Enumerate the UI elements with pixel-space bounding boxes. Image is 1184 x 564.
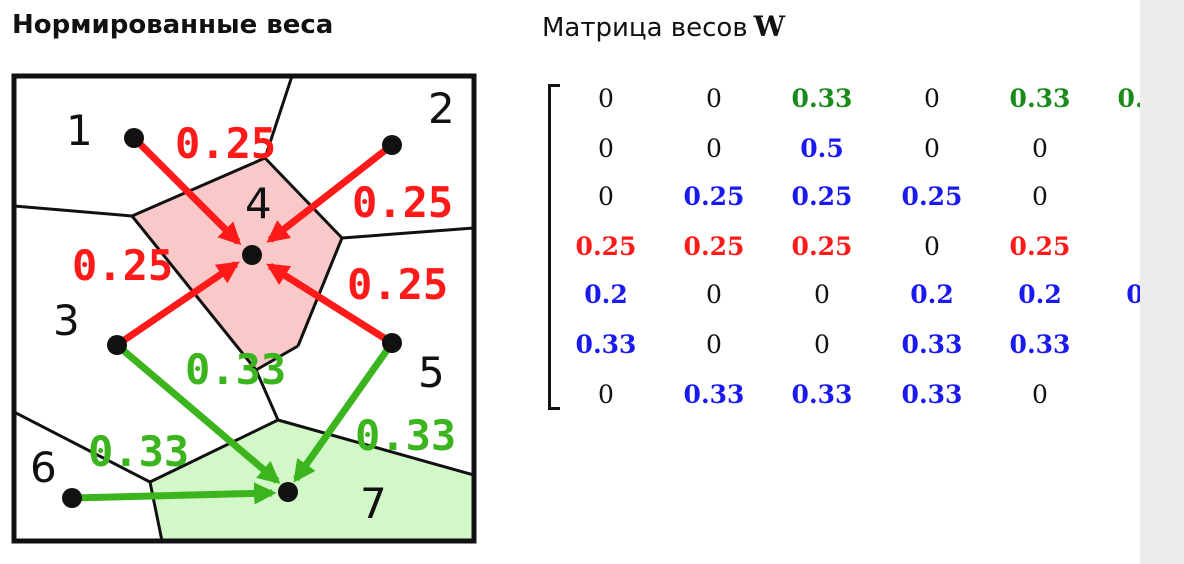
node-4-label: 4 [245,179,272,228]
weight-label-3-4: 0.25 [72,241,173,290]
matrix-cell-r3-c2: 0.25 [683,182,745,211]
matrix-cell-r2-c1: 0 [598,134,614,163]
arrow-3-to-4 [115,261,240,348]
panel-title-weight-matrix: Матрица весов W [542,10,785,43]
matrix-cell-r3-c1: 0 [598,182,614,211]
weight-label-6-7: 0.33 [88,427,189,476]
matrix-cell-r1-c3: 0.33 [791,84,853,113]
arrow-6-to-7 [71,482,277,505]
arrow-1-to-4 [131,135,242,246]
matrix-cell-r5-c4: 0.2 [910,280,954,309]
matrix-cell-r6-c1: 0.33 [575,330,637,359]
matrix-cell-r7-c2: 0.33 [683,380,745,409]
matrix-cell-r3-c5: 0 [1032,182,1048,211]
weight-matrix-title-text: Матрица весов [542,13,748,43]
weight-matrix: 0 0 0.33 0 0.33 0.33 0 0 0.5 0 0 0 0.25 0.25 0.25 0 0.25… [540,74,1140,424]
arrow-2-to-4 [266,142,395,243]
graph-nodes [62,128,402,508]
matrix-cell-r5-c2: 0 [706,280,722,309]
matrix-cell-r2-c4: 0 [924,134,940,163]
matrix-cell-r1-c2: 0 [706,84,722,113]
arrow-3-to-7 [114,342,281,484]
matrix-cell-r1-c1: 0 [598,84,614,113]
matrix-cell-r2-c5: 0 [1032,134,1048,163]
matrix-cell-r3-c4: 0.25 [901,182,963,211]
node-2-label: 2 [428,84,455,133]
weight-label-3-7: 0.33 [185,345,286,394]
node-3-dot [107,335,127,355]
node-4-dot [242,245,262,265]
matrix-cell-r4-c1: 0.25 [575,232,637,261]
node-5-dot [382,333,402,353]
matrix-cell-r4-c5: 0.25 [1009,232,1071,261]
matrix-cell-r2-c2: 0 [706,134,722,163]
matrix-cell-r6-c2: 0 [706,330,722,359]
node-6-dot [62,488,82,508]
matrix-cell-r6-c4: 0.33 [901,330,963,359]
weight-label-5-4: 0.25 [347,260,448,309]
edge-weight-labels: 0.25 0.25 0.25 0.25 0.33 0.33 0.33 [72,119,456,476]
node-5-label: 5 [418,348,445,397]
matrix-cell-r5-c1: 0.2 [584,280,628,309]
matrix-cell-r7-c3: 0.33 [791,380,853,409]
matrix-cell-r5-c5: 0.2 [1018,280,1062,309]
matrix-cell-r4-c2: 0.25 [683,232,745,261]
matrix-cell-r4-c4: 0 [924,232,940,261]
matrix-symbol-w: W [753,10,786,43]
matrix-cell-r7-c1: 0 [598,380,614,409]
matrix-cell-r5-c6: 0.2 [1126,280,1140,309]
node-1-dot [124,128,144,148]
panel-title-normalized-weights: Нормированные веса [12,10,334,40]
arrow-5-to-7 [293,340,395,483]
matrix-cell-r4-c3: 0.25 [791,232,853,261]
node-6-label: 6 [30,443,57,492]
matrix-left-bracket [548,84,560,410]
matrix-cell-r1-c5: 0.33 [1009,84,1071,113]
weight-label-2-4: 0.25 [352,178,453,227]
node-labels: 1 2 3 4 5 6 7 [30,84,455,528]
matrix-cell-r1-c4: 0 [924,84,940,113]
matrix-cell-r5-c3: 0 [814,280,830,309]
matrix-cell-r6-c5: 0.33 [1009,330,1071,359]
matrix-cell-r2-c3: 0.5 [800,134,844,163]
weight-label-1-4: 0.25 [175,119,276,168]
matrix-cell-r1-c6: 0.33 [1117,84,1140,113]
scrollbar-track[interactable] [1140,0,1184,564]
edge-arrows [71,135,395,505]
matrix-cell-r7-c4: 0.33 [901,380,963,409]
node-7-label: 7 [360,479,387,528]
voronoi-graph-diagram: 1 2 3 4 5 6 7 0.25 0.25 0.25 0.25 0.33 0… [11,73,477,544]
node-3-label: 3 [53,296,80,345]
diagram-frame [11,73,477,544]
weight-label-5-7: 0.33 [355,411,456,460]
node-2-dot [382,135,402,155]
node-7-dot [278,482,298,502]
matrix-cell-r6-c3: 0 [814,330,830,359]
arrow-5-to-4 [266,263,394,346]
matrix-cell-r7-c5: 0 [1032,380,1048,409]
matrix-cell-r3-c3: 0.25 [791,182,853,211]
node-1-label: 1 [66,106,93,155]
